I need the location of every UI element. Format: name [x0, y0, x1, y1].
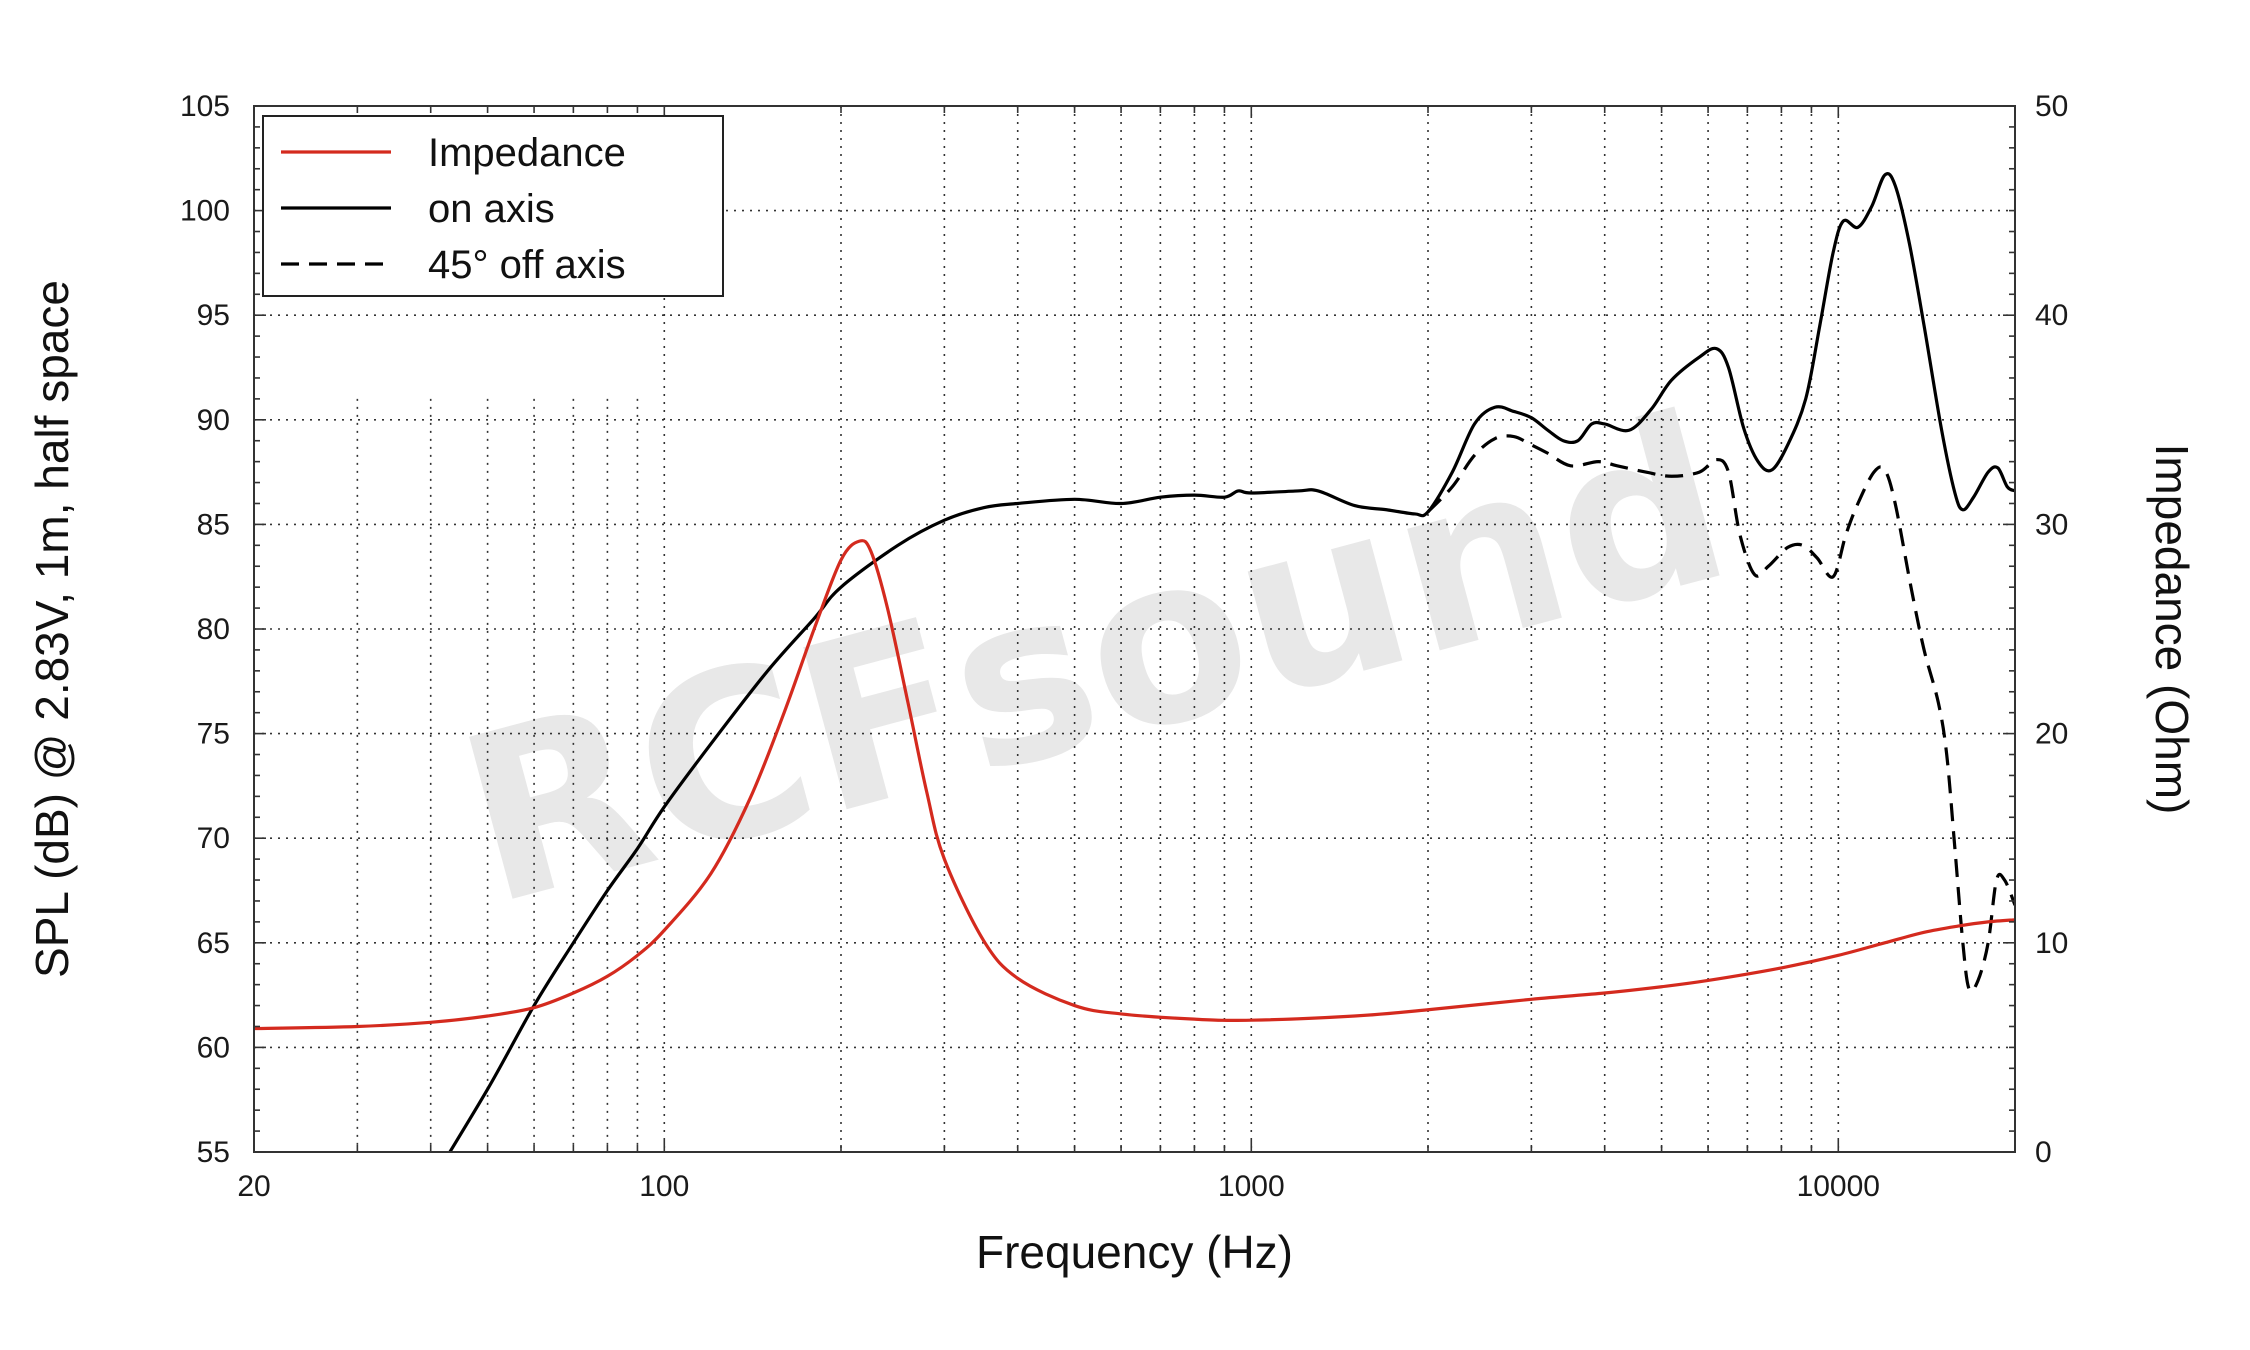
x-tick-label: 20 — [237, 1170, 270, 1203]
y-tick-label: 65 — [197, 927, 230, 960]
x-tick-label: 10000 — [1797, 1170, 1880, 1203]
y2-tick-label: 30 — [2035, 508, 2068, 541]
y-tick-label: 85 — [197, 508, 230, 541]
y-tick-label: 55 — [197, 1136, 230, 1169]
y-tick-label: 95 — [197, 299, 230, 332]
y-axis-title: SPL (dB) @ 2.83V, 1m, half space — [26, 280, 78, 978]
x-tick-label: 100 — [639, 1170, 689, 1203]
y-tick-label: 60 — [197, 1031, 230, 1064]
y-tick-label: 105 — [180, 90, 230, 123]
y-tick-label: 90 — [197, 404, 230, 437]
y2-tick-label: 0 — [2035, 1136, 2052, 1169]
x-tick-label: 1000 — [1218, 1170, 1285, 1203]
y-tick-label: 75 — [197, 718, 230, 751]
y-tick-label: 100 — [180, 195, 230, 228]
legend-label-45-off-axis: 45° off axis — [428, 243, 626, 287]
y2-tick-label: 50 — [2035, 90, 2068, 123]
series-line-on-axis — [447, 172, 2015, 1152]
legend-label-on-axis: on axis — [428, 187, 555, 231]
legend-label-impedance: Impedance — [428, 131, 626, 175]
y-tick-label: 80 — [197, 613, 230, 646]
watermark-text: RCFsound — [437, 366, 1752, 958]
y2-tick-label: 40 — [2035, 299, 2068, 332]
series-line-impedance — [254, 539, 2015, 1031]
legend-box — [262, 115, 724, 297]
y-tick-label: 70 — [197, 822, 230, 855]
y2-tick-label: 10 — [2035, 927, 2068, 960]
x-axis-title: Frequency (Hz) — [976, 1226, 1293, 1278]
y2-axis-title: Impedance (Ohm) — [2146, 444, 2198, 815]
y2-tick-label: 20 — [2035, 718, 2068, 751]
series-line-45-off-axis — [1426, 434, 2015, 993]
